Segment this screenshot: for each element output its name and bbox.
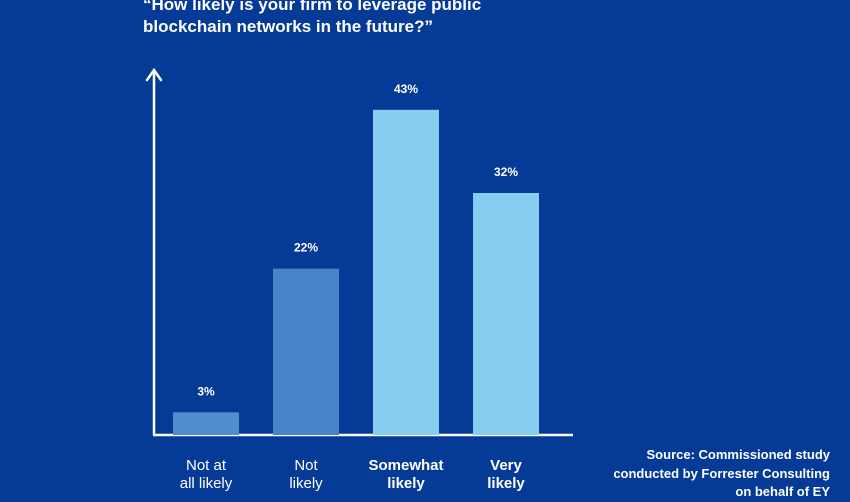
- bars-group: [173, 109, 539, 435]
- value-labels-group: 3% 22% 43% 32%: [197, 82, 518, 399]
- category-label-line: likely: [387, 475, 425, 492]
- category-label-line: Not: [294, 457, 318, 474]
- category-label-line: likely: [487, 475, 525, 492]
- category-label-line: Not at: [185, 457, 227, 474]
- chart-title-line: “How likely is your firm to leverage pub…: [143, 0, 482, 14]
- y-axis-arrow: [145, 67, 163, 82]
- bar-value-label: 3%: [197, 384, 215, 398]
- source-note: Source: Commissioned study conducted by …: [613, 446, 830, 502]
- category-label-line: Somewhat: [368, 457, 444, 474]
- source-line: conducted by Forrester Consulting: [613, 465, 830, 481]
- bar: [273, 268, 339, 435]
- category-label: Very likely: [446, 457, 566, 493]
- bar: [373, 109, 439, 435]
- category-label: Not likely: [246, 457, 366, 493]
- bar-value-label: 32%: [494, 165, 518, 179]
- source-line: on behalf of EY: [735, 484, 830, 499]
- category-label-line: all likely: [179, 475, 233, 492]
- chart-title: “How likely is your firm to leverage pub…: [143, 0, 563, 38]
- chart-title-line: blockchain networks in the future?”: [143, 17, 433, 36]
- bar-chart: 3% 22% 43% 32%: [145, 67, 573, 437]
- source-line: Source: Commissioned study: [646, 447, 830, 462]
- bar-value-label: 43%: [394, 82, 418, 96]
- bar: [473, 193, 539, 435]
- bar: [173, 412, 239, 435]
- category-label-line: likely: [289, 475, 323, 492]
- category-label: Not at all likely: [146, 457, 266, 493]
- bar-value-label: 22%: [294, 241, 318, 255]
- category-label: Somewhat likely: [346, 457, 466, 493]
- category-label-line: Very: [490, 457, 522, 474]
